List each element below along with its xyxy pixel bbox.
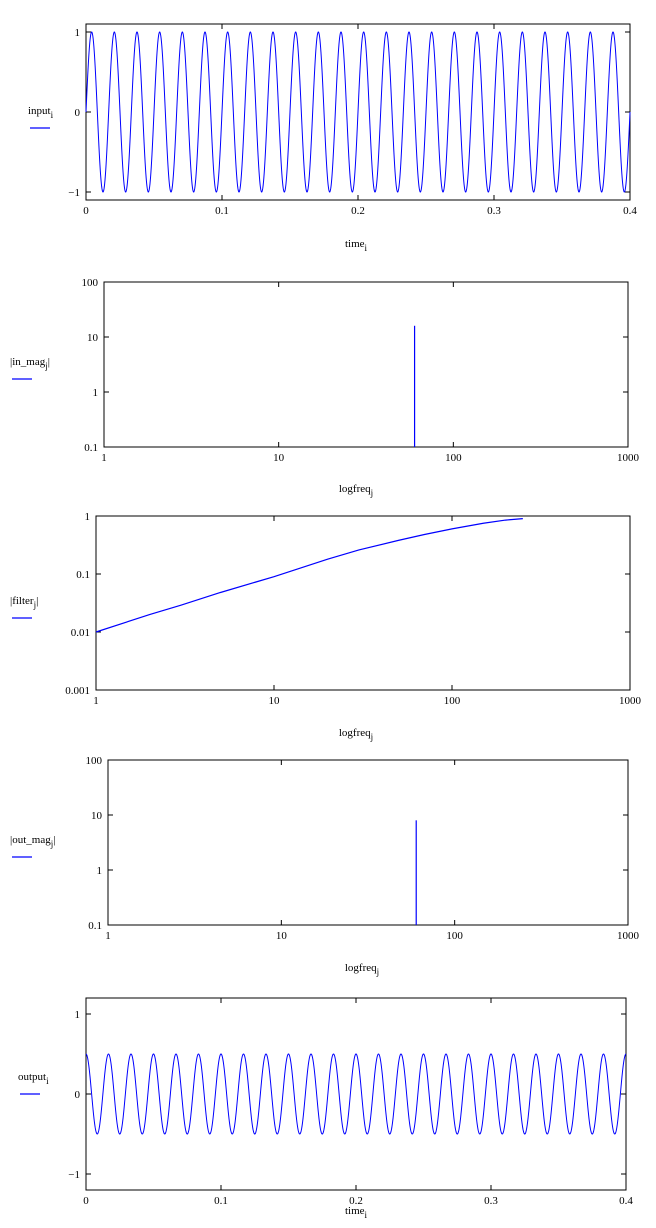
x-tick-label: 10 <box>273 452 285 464</box>
x-tick-label: 100 <box>445 452 462 464</box>
x-tick-label: 1 <box>105 930 111 942</box>
y-tick-label: 0.001 <box>65 685 90 697</box>
x-axis-label: logfreqj <box>339 727 373 742</box>
x-tick-label: 100 <box>444 695 461 707</box>
y-tick-label: 1 <box>85 511 91 523</box>
x-axis-label-subscript: j <box>376 967 380 977</box>
x-axis-label-text: logfreq <box>345 962 377 974</box>
x-axis-label-text: time <box>345 238 365 250</box>
y-tick-label: 1 <box>75 1009 81 1021</box>
y-axis-label-text: |filter <box>10 595 34 607</box>
y-axis-label-text: |out_mag <box>10 834 51 846</box>
x-axis-label-text: logfreq <box>339 727 371 739</box>
x-tick-label: 0 <box>83 1195 89 1207</box>
y-tick-label: −1 <box>68 187 80 199</box>
y-tick-label: 1 <box>93 387 99 399</box>
x-tick-label: 1 <box>93 695 99 707</box>
y-tick-label: 100 <box>86 755 103 767</box>
x-tick-label: 10 <box>269 695 281 707</box>
x-tick-label: 0.1 <box>214 1195 228 1207</box>
plot-frame <box>107 759 629 926</box>
y-tick-label: 10 <box>87 332 99 344</box>
y-tick-label: 0.1 <box>84 442 98 454</box>
x-tick-label: 0.3 <box>484 1195 498 1207</box>
x-tick-label: 0.4 <box>619 1195 633 1207</box>
y-axis-label-text: |in_mag <box>10 356 46 368</box>
series-line <box>85 1053 627 1135</box>
y-axis-label: outputi <box>18 1071 49 1086</box>
x-axis-label: timei <box>345 238 368 253</box>
y-axis-label-text: output <box>18 1071 46 1083</box>
y-axis-label: |out_magj| <box>10 834 55 849</box>
x-axis-label: logfreqj <box>339 483 373 498</box>
x-tick-label: 0.4 <box>623 205 637 217</box>
y-tick-label: 10 <box>91 810 103 822</box>
x-axis-label: timei <box>345 1205 368 1220</box>
y-axis-label-subscript: j <box>50 839 54 849</box>
y-axis-label-subscript: i <box>51 110 54 120</box>
x-tick-label: 1000 <box>619 695 642 707</box>
x-axis-label-subscript: i <box>365 1210 368 1220</box>
y-axis-label-subscript: j <box>33 600 37 610</box>
y-axis-label-bar: | <box>36 595 38 607</box>
plot-frame <box>103 281 629 448</box>
x-tick-label: 0.3 <box>487 205 501 217</box>
x-tick-label: 1000 <box>617 930 640 942</box>
y-axis-label: |filterj| <box>10 595 38 610</box>
y-axis-label: |in_magj| <box>10 356 50 371</box>
x-axis-label-subscript: i <box>365 243 368 253</box>
y-tick-label: 0.01 <box>71 627 90 639</box>
y-tick-label: 0 <box>75 107 81 119</box>
series-line <box>95 518 523 633</box>
y-tick-label: 1 <box>75 27 81 39</box>
x-tick-label: 1000 <box>617 452 640 464</box>
y-tick-label: 0 <box>75 1089 81 1101</box>
y-axis-label: inputi <box>28 105 54 120</box>
x-axis-label-text: time <box>345 1205 365 1217</box>
y-axis-label-bar: | <box>48 356 50 368</box>
x-tick-label: 0 <box>83 205 89 217</box>
x-tick-label: 1 <box>101 452 107 464</box>
y-tick-label: 0.1 <box>88 920 102 932</box>
x-tick-label: 0.1 <box>215 205 229 217</box>
x-tick-label: 100 <box>446 930 463 942</box>
x-tick-label: 10 <box>276 930 288 942</box>
x-tick-label: 0.2 <box>349 1195 363 1207</box>
y-tick-label: 100 <box>82 277 99 289</box>
x-axis-label: logfreqj <box>345 962 379 977</box>
y-axis-label-subscript: i <box>46 1076 49 1086</box>
x-axis-label-subscript: j <box>370 732 374 742</box>
x-axis-label-subscript: j <box>370 488 374 498</box>
y-axis-label-subscript: j <box>44 361 48 371</box>
y-tick-label: −1 <box>68 1169 80 1181</box>
x-tick-label: 0.2 <box>351 205 365 217</box>
plot-frame <box>95 515 631 691</box>
y-axis-label-text: input <box>28 105 51 117</box>
plot-frame <box>85 997 627 1191</box>
y-tick-label: 1 <box>97 865 103 877</box>
series-line <box>85 31 631 193</box>
x-axis-label-text: logfreq <box>339 483 371 495</box>
y-axis-label-bar: | <box>53 834 55 846</box>
y-tick-label: 0.1 <box>76 569 90 581</box>
